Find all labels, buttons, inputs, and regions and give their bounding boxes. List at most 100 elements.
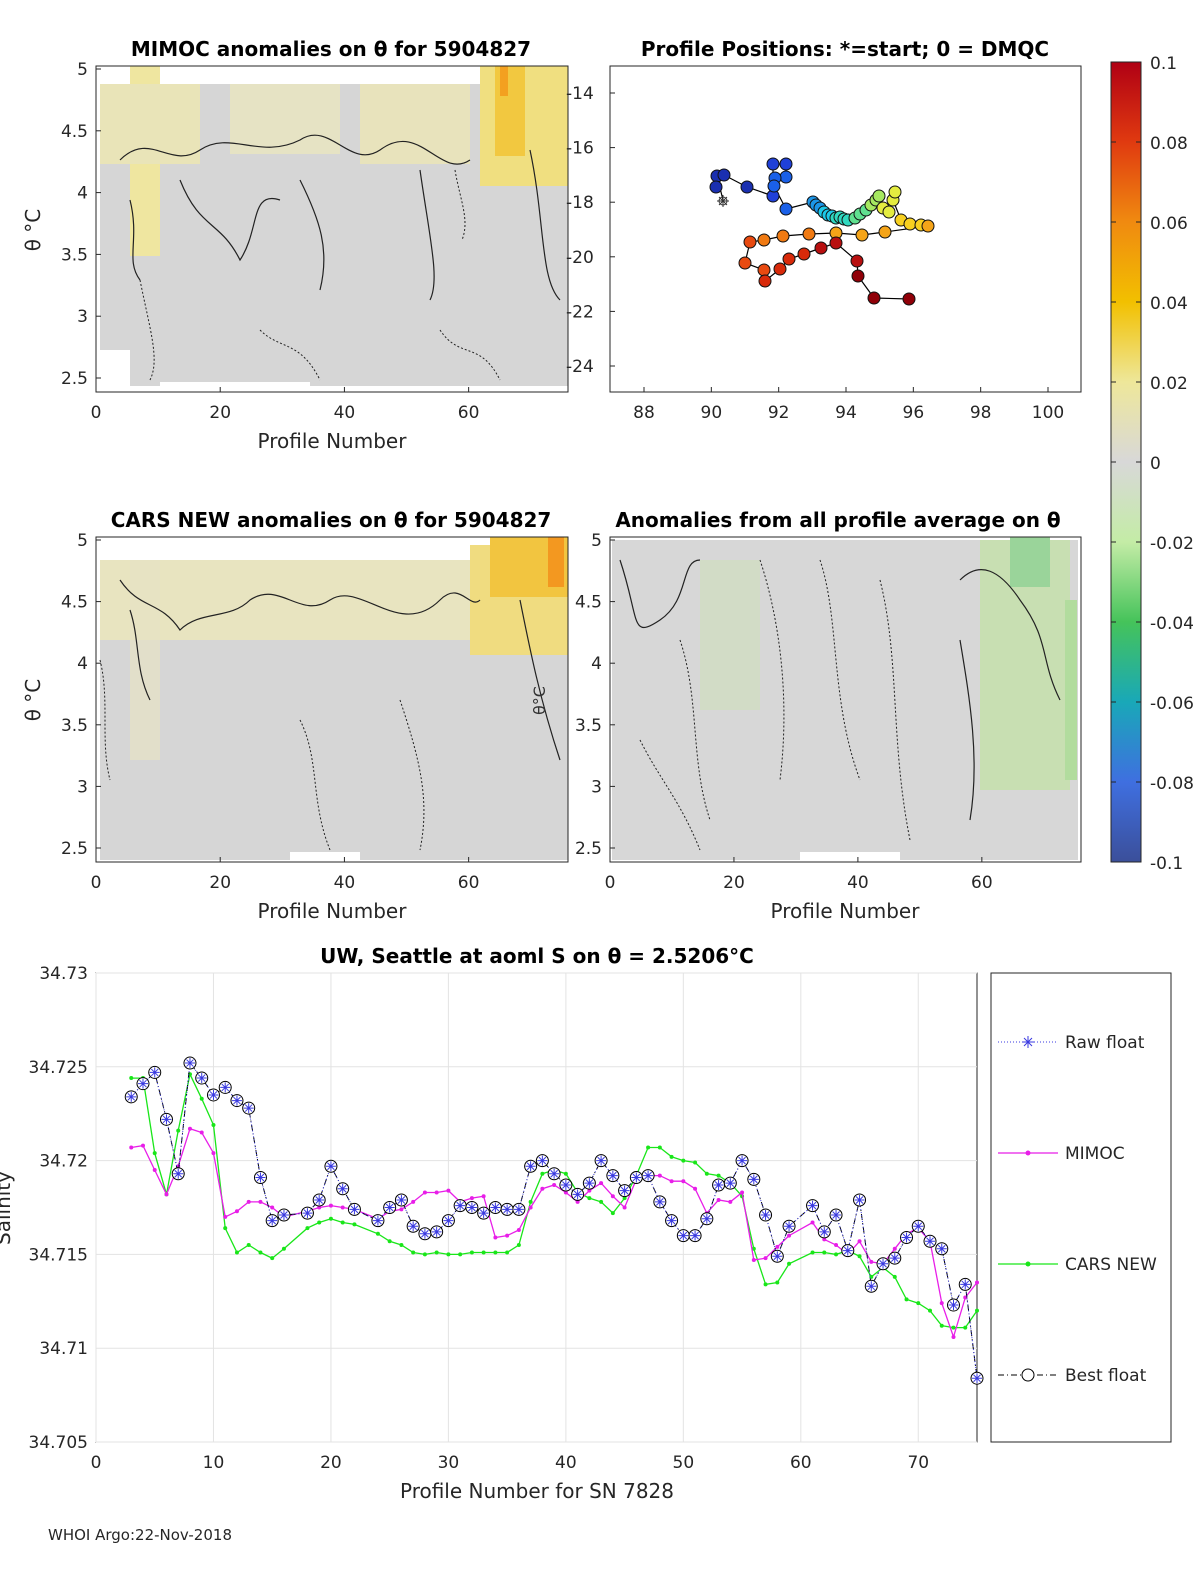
x-tick-label: 70 <box>907 1453 929 1473</box>
mimoc-ylabel: θ °C <box>21 209 45 252</box>
cars-new-point <box>787 1261 792 1266</box>
x-tick-label: 94 <box>835 403 857 423</box>
avg-y-ticks: 5 4.5 4 3.5 3 2.5 <box>575 531 615 859</box>
footer-stamp: WHOI Argo:22-Nov-2018 <box>48 1526 232 1544</box>
x-tick-label: 60 <box>458 873 480 893</box>
position-dot <box>776 229 790 243</box>
cars-new-point <box>704 1171 709 1176</box>
best-float-point <box>876 1257 890 1271</box>
best-float-point <box>747 1172 761 1186</box>
cars-xlabel: Profile Number <box>258 899 408 923</box>
legend-item: MIMOC <box>998 1144 1125 1164</box>
mimoc-point <box>340 1205 345 1210</box>
cars-new-point <box>693 1160 698 1165</box>
best-float-point <box>265 1214 279 1228</box>
mimoc-point <box>728 1199 733 1204</box>
y-tick-label: 5 <box>77 60 88 80</box>
mimoc-point <box>481 1194 486 1199</box>
best-float-point <box>594 1154 608 1168</box>
mimoc-point <box>657 1173 662 1178</box>
cars-new-point <box>375 1231 380 1236</box>
x-tick-label: 60 <box>971 873 993 893</box>
cars-new-point <box>399 1243 404 1248</box>
best-float-point <box>324 1159 338 1173</box>
mimoc-title: MIMOC anomalies on θ for 5904827 <box>131 37 531 61</box>
salinity-xlabel: Profile Number for SN 7828 <box>400 1479 674 1503</box>
mimoc-point <box>963 1295 968 1300</box>
best-float-point <box>641 1169 655 1183</box>
legend-marker <box>1025 1150 1031 1156</box>
x-tick-label: 90 <box>701 403 723 423</box>
avg-xlabel: Profile Number <box>771 899 921 923</box>
positions-title: Profile Positions: *=start; 0 = DMQC <box>641 37 1049 61</box>
positions-x-ticks: 88 90 92 94 96 98 100 <box>633 387 1064 423</box>
mimoc-point <box>469 1196 474 1201</box>
position-dot <box>743 235 757 249</box>
y-tick-label: 3 <box>591 777 602 797</box>
best-float-point <box>829 1208 843 1222</box>
best-float-point <box>206 1088 220 1102</box>
position-dot <box>797 247 811 261</box>
avg-x-ticks: 0 20 40 60 <box>605 857 993 893</box>
mimoc-point <box>234 1209 239 1214</box>
best-float-point <box>312 1193 326 1207</box>
y-tick-label: 3.5 <box>61 245 88 265</box>
mimoc-point <box>693 1186 698 1191</box>
legend-item: CARS NEW <box>998 1255 1157 1275</box>
mimoc-point <box>775 1244 780 1249</box>
x-tick-label: 20 <box>209 403 231 423</box>
best-float-point <box>441 1214 455 1228</box>
colorbar-tick-label: -0.06 <box>1150 694 1194 714</box>
salinity-grid <box>95 972 977 1443</box>
cars-new-point <box>446 1252 451 1257</box>
cars-new-point <box>152 1151 157 1156</box>
cars-new-point <box>234 1250 239 1255</box>
best-float-point <box>524 1159 538 1173</box>
best-float-point <box>653 1195 667 1209</box>
position-dot <box>921 219 935 233</box>
best-float-point <box>735 1154 749 1168</box>
position-dot <box>782 252 796 266</box>
cars-new-point <box>716 1173 721 1178</box>
mimoc-point <box>422 1190 427 1195</box>
x-tick-label: 60 <box>458 403 480 423</box>
cars-new-point <box>834 1252 839 1257</box>
best-float-point <box>512 1202 526 1216</box>
y-tick-label: -24 <box>566 357 594 377</box>
best-float-point <box>218 1080 232 1094</box>
position-dot <box>829 236 843 250</box>
cars-new-point <box>340 1220 345 1225</box>
position-dot <box>902 292 916 306</box>
y-tick-label: 3 <box>77 777 88 797</box>
y-tick-label: 4.5 <box>61 593 88 613</box>
cars-new-point <box>892 1274 897 1279</box>
best-float-point <box>477 1206 491 1220</box>
mimoc-point <box>493 1235 498 1240</box>
position-dot <box>850 254 864 268</box>
y-tick-label: 34.705 <box>29 1433 88 1453</box>
salinity-y-ticks: 34.73 34.725 34.72 34.715 34.71 34.705 <box>29 964 88 1453</box>
mimoc-point <box>716 1197 721 1202</box>
mimoc-point <box>787 1233 792 1238</box>
start-marker <box>717 195 729 207</box>
mimoc-point <box>317 1205 322 1210</box>
y-tick-label: 5 <box>77 531 88 551</box>
x-tick-label: 92 <box>768 403 790 423</box>
mimoc-point <box>975 1280 979 1285</box>
mimoc-point <box>270 1205 275 1210</box>
best-float-point <box>559 1178 573 1192</box>
cars-new-point <box>857 1254 862 1259</box>
cars-new-point <box>610 1211 615 1216</box>
cars-new-point <box>458 1252 463 1257</box>
best-float-point <box>277 1208 291 1222</box>
colorbar-ticks: 0.1 0.08 0.06 0.04 0.02 0 -0.02 -0.04 -0.06 -0.08… <box>1111 54 1194 874</box>
cars-new-point <box>176 1128 181 1133</box>
position-dot <box>740 180 754 194</box>
best-float-point <box>676 1229 690 1243</box>
cars-new-point <box>646 1145 651 1150</box>
best-float-point <box>371 1214 385 1228</box>
mimoc-point <box>751 1258 756 1263</box>
best-float-point <box>547 1167 561 1181</box>
cars-ylabel: θ °C <box>21 679 45 722</box>
x-tick-label: 0 <box>91 1453 102 1473</box>
